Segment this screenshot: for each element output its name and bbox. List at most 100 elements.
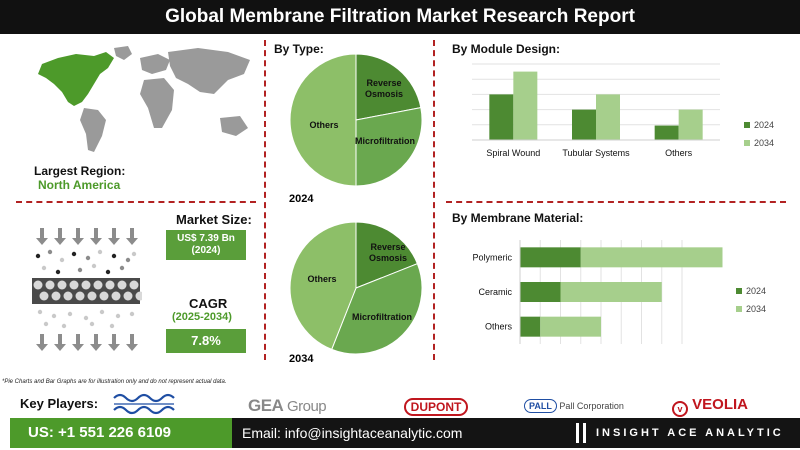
pie-2024-year: 2024	[289, 193, 314, 205]
legend-swatch-2034	[736, 306, 742, 312]
map-africa	[140, 78, 174, 128]
gea-logo: GEA Group	[248, 396, 327, 416]
membrane-pore	[99, 291, 109, 301]
map-north-america	[38, 52, 114, 106]
filtration-illustration	[32, 228, 142, 351]
filtered-particle	[129, 311, 135, 317]
module-bar-chart: Spiral Wound Tubular Systems Others 2024 203…	[472, 63, 774, 158]
brand-name: INSIGHT ACE ANALYTIC	[596, 427, 784, 439]
divider-right	[433, 40, 435, 360]
map-australia	[220, 116, 248, 136]
particle	[105, 269, 111, 275]
down-arrow-icon	[90, 334, 102, 351]
x-tick-label: Spiral Wound	[486, 148, 540, 158]
membrane-pore	[33, 280, 43, 290]
veolia-logo-text: VEOLIA	[692, 396, 749, 413]
veolia-logo: v VEOLIA	[672, 396, 748, 417]
filtered-particle	[115, 313, 121, 319]
largest-region-value: North America	[38, 178, 121, 192]
particle	[41, 265, 47, 271]
filtered-particle	[83, 315, 89, 321]
pall-badge: PALL	[524, 399, 557, 413]
down-arrow-icon	[90, 228, 102, 245]
down-arrow-icon	[108, 228, 120, 245]
down-arrow-icon	[54, 228, 66, 245]
world-map	[38, 46, 250, 152]
particle	[91, 263, 97, 269]
largest-region-label: Largest Region:	[34, 164, 126, 178]
down-arrow-icon	[54, 334, 66, 351]
down-arrow-icon	[72, 334, 84, 351]
phone-contact[interactable]: US: +1 551 226 6109	[10, 418, 232, 448]
pie-label: Reverse	[366, 78, 401, 88]
cagr-label: CAGR	[189, 296, 228, 311]
filtered-particle	[37, 309, 43, 315]
filtered-particle	[99, 309, 105, 315]
down-arrow-icon	[126, 228, 138, 245]
membrane-pore	[111, 291, 121, 301]
map-asia	[168, 48, 250, 94]
page-title: Global Membrane Filtration Market Resear…	[0, 0, 800, 34]
particle	[55, 269, 61, 275]
membrane-pore	[81, 280, 91, 290]
y-tick-label: Others	[485, 322, 513, 332]
particle	[77, 267, 83, 273]
map-greenland	[114, 46, 132, 60]
legend-label: 2024	[746, 286, 766, 296]
filtered-particle	[43, 321, 49, 327]
pie-label: Reverse	[370, 242, 405, 252]
particle	[119, 265, 125, 271]
cagr-value-box: 7.8%	[166, 329, 246, 353]
pall-logo: PALL Pall Corporation	[524, 399, 624, 413]
email-contact[interactable]: Email: info@insightaceanalytic.com	[242, 425, 463, 441]
divider-left-h	[16, 201, 256, 203]
bar-2034-ceramic	[560, 282, 662, 302]
particle	[111, 253, 117, 259]
pie-label: Others	[309, 120, 338, 130]
pie-slice-reverse-osmosis	[355, 53, 422, 121]
pie-slice-others	[289, 221, 357, 351]
pie-label: Osmosis	[365, 89, 403, 99]
market-size-value: US$ 7.39 Bn	[177, 233, 235, 244]
membrane-pore	[135, 291, 142, 301]
x-tick-label: Others	[665, 148, 693, 158]
bar-2024-spiral-wound	[489, 94, 514, 140]
membrane-pore	[123, 291, 133, 301]
map-europe	[140, 54, 170, 74]
filtered-particle	[61, 323, 67, 329]
membrane-pore	[45, 280, 55, 290]
x-tick-label: Tubular Systems	[562, 148, 630, 158]
divider-right-h	[446, 201, 786, 203]
membrane-pore	[129, 280, 139, 290]
membrane-pore	[51, 291, 61, 301]
legend-swatch-2024	[736, 288, 742, 294]
membrane-pore	[63, 291, 73, 301]
market-size-label: Market Size:	[176, 212, 252, 227]
membrane-pore	[117, 280, 127, 290]
particle	[47, 249, 53, 255]
particle	[97, 249, 103, 255]
filtered-particle	[109, 323, 115, 329]
dupont-logo-text: DUPONT	[410, 400, 462, 414]
down-arrow-icon	[36, 228, 48, 245]
bar-2034-tubular-systems	[596, 94, 620, 140]
alfa-laval-logo	[113, 393, 175, 415]
bar-2034-polymeric	[580, 247, 723, 268]
gea-logo-text: GEA	[248, 396, 283, 415]
filtered-particle	[89, 321, 95, 327]
pie-label: Microfiltration	[352, 312, 412, 322]
membrane-pore	[105, 280, 115, 290]
particle	[71, 251, 77, 257]
membrane-pore	[57, 280, 67, 290]
disclaimer-note: *Pie Charts and Bar Graphs are for illus…	[2, 379, 227, 385]
by-type-label: By Type:	[274, 42, 324, 56]
legend-label: 2034	[746, 304, 766, 314]
by-material-label: By Membrane Material:	[452, 211, 584, 225]
pie-slice-microfiltration	[331, 263, 423, 355]
particle	[85, 255, 91, 261]
filtered-particle	[51, 313, 57, 319]
veolia-icon: v	[672, 401, 688, 417]
membrane-pore	[75, 291, 85, 301]
